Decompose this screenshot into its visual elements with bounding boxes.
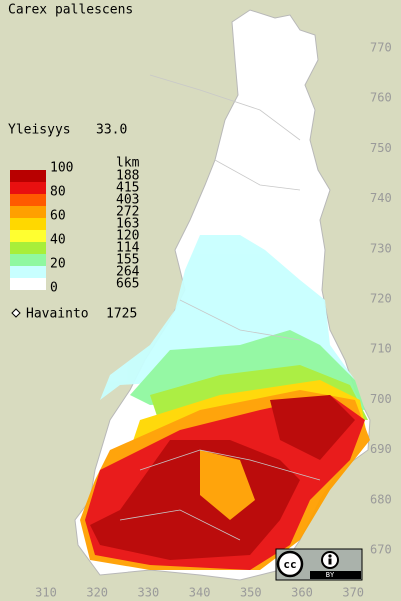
legend-scale-label: 20 xyxy=(50,257,66,272)
easting-label: 370 xyxy=(342,586,364,600)
legend-scale-label: 80 xyxy=(50,185,66,200)
observation-symbol xyxy=(11,308,21,318)
legend-count: 665 xyxy=(116,277,139,292)
northing-label: 680 xyxy=(370,492,392,506)
legend-swatch xyxy=(10,230,46,242)
legend-count: 403 xyxy=(116,193,139,208)
grid-labels: 770 760 750 740 730 720 710 700 690 680 670 310 320 3… xyxy=(35,41,392,600)
easting-label: 320 xyxy=(86,586,108,600)
by-label: BY xyxy=(326,571,335,579)
legend-count: 155 xyxy=(116,253,139,268)
legend-scale-label: 40 xyxy=(50,233,66,248)
region-borders xyxy=(119,74,321,541)
legend-scale-label: 100 xyxy=(50,161,73,176)
legend-scale-label: 60 xyxy=(50,209,66,224)
by-icon-head xyxy=(328,554,332,558)
legend-count: 188 xyxy=(116,169,139,184)
legend-swatch xyxy=(10,206,46,218)
frequency-value: 33.0 xyxy=(96,123,127,138)
license-badge: cc BY xyxy=(275,548,363,581)
easting-label: 360 xyxy=(291,586,313,600)
northing-label: 720 xyxy=(370,292,392,306)
northing-label: 670 xyxy=(370,543,392,557)
easting-label: 340 xyxy=(189,586,211,600)
northing-label: 690 xyxy=(370,442,392,456)
legend-count: 415 xyxy=(116,181,139,196)
legend-swatch xyxy=(10,182,46,194)
occurrence-heat xyxy=(80,235,370,570)
observations-label: Havainto xyxy=(26,307,89,322)
legend-count: 272 xyxy=(116,205,139,220)
by-icon-body xyxy=(328,558,332,565)
legend-scale-label: 0 xyxy=(50,281,58,296)
easting-label: 310 xyxy=(35,586,57,600)
cc-icon: cc xyxy=(283,558,296,571)
legend-swatch xyxy=(10,254,46,266)
easting-label: 330 xyxy=(138,586,160,600)
cc-circle xyxy=(276,550,304,578)
legend-swatch xyxy=(10,266,46,278)
northing-label: 700 xyxy=(370,392,392,406)
easting-label: 350 xyxy=(240,586,262,600)
legend-count: 264 xyxy=(116,265,140,280)
observations-value: 1725 xyxy=(106,307,137,322)
legend-swatch xyxy=(10,242,46,254)
northing-label: 750 xyxy=(370,141,392,155)
northing-label: 770 xyxy=(370,41,392,55)
legend-swatch xyxy=(10,278,46,290)
legend-swatch xyxy=(10,170,46,182)
legend-count: 114 xyxy=(116,241,140,256)
title: Carex pallescens xyxy=(8,3,133,18)
northing-label: 740 xyxy=(370,191,392,205)
legend-count: 120 xyxy=(116,229,139,244)
legend-swatch xyxy=(10,194,46,206)
frequency-label: Yleisyys xyxy=(8,123,71,138)
count-header: lkm xyxy=(116,156,140,171)
northing-label: 710 xyxy=(370,342,392,356)
legend-swatch xyxy=(10,218,46,230)
northing-label: 730 xyxy=(370,241,392,255)
legend-count: 163 xyxy=(116,217,139,232)
badge-strip xyxy=(310,571,361,579)
northing-label: 760 xyxy=(370,91,392,105)
